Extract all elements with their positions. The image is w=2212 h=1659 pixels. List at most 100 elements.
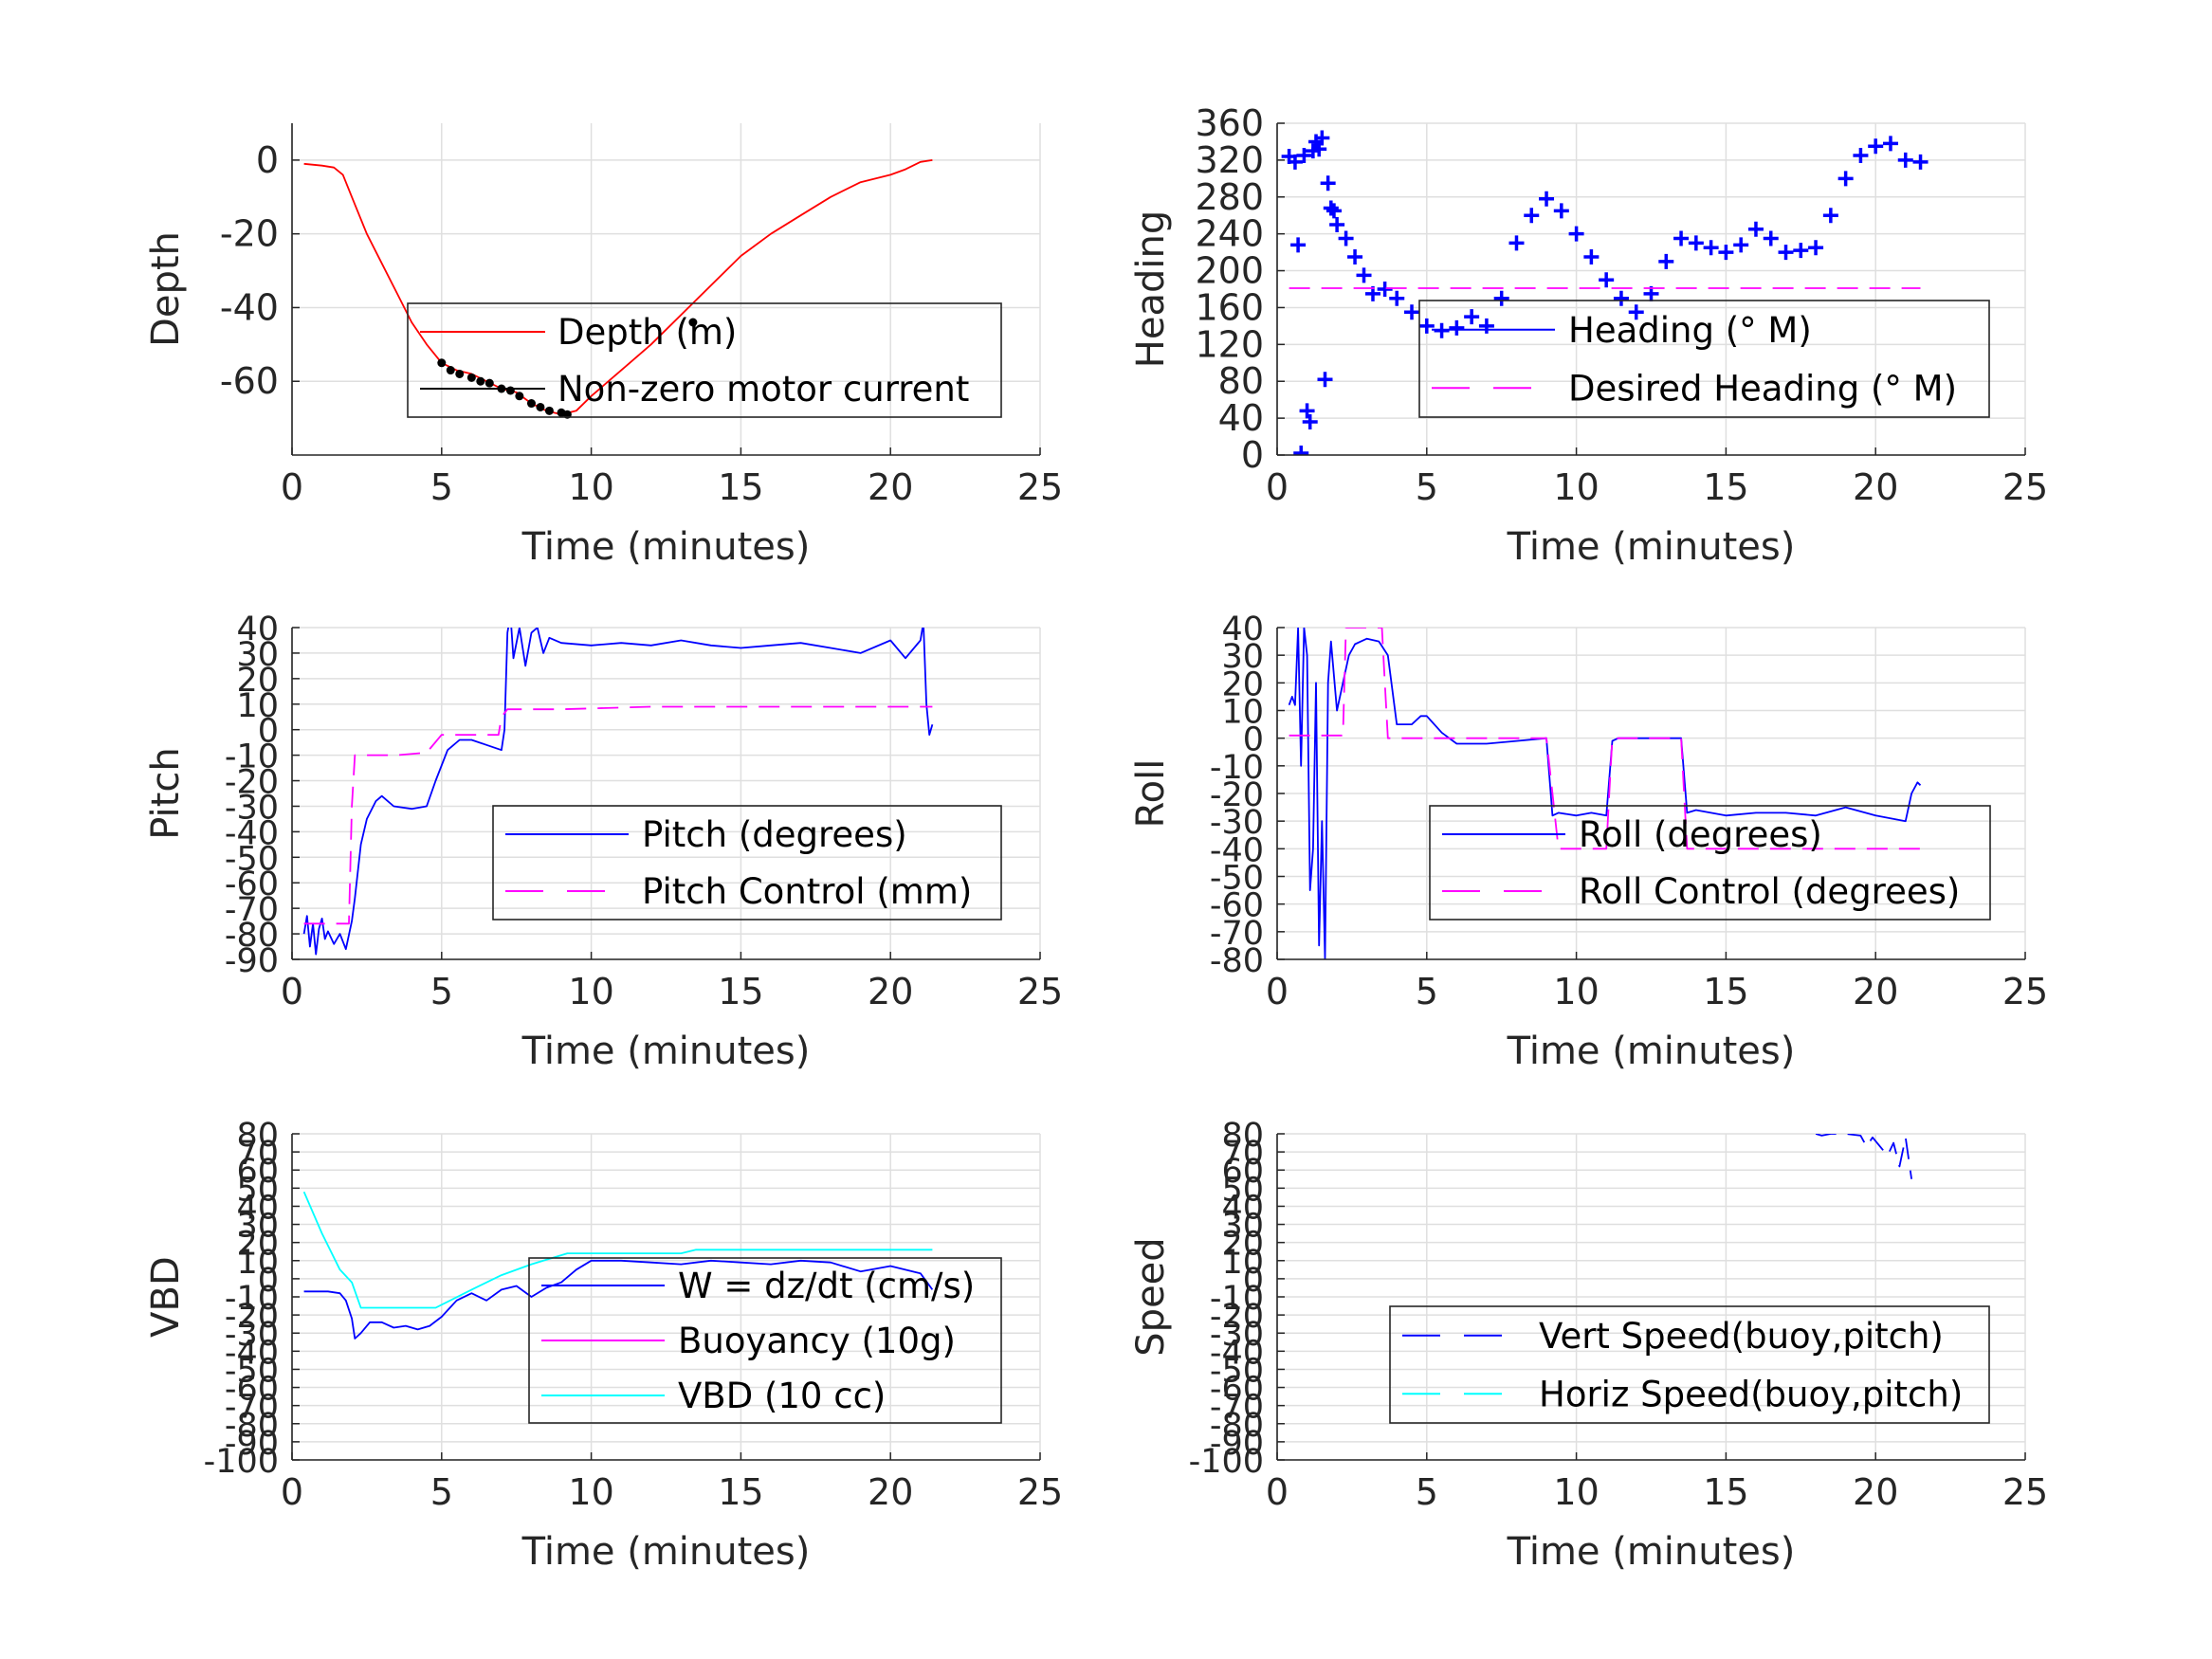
y-tick-label: 30 [236,636,279,674]
data-point [505,386,515,395]
y-tick-label: 30 [236,1208,279,1246]
data-point [1418,318,1435,334]
legend-label: Pitch (degrees) [642,814,907,855]
y-tick-label: 0 [258,713,279,751]
y-tick-label: -90 [1210,1425,1264,1463]
data-point [437,358,447,368]
data-point [1763,230,1779,246]
legend-box [1429,805,1991,921]
x-tick-label: 15 [718,971,763,1012]
data-point [1673,230,1690,246]
y-tick-label: -30 [225,1316,279,1354]
data-point [1508,235,1525,251]
y-tick-label: -90 [225,1425,279,1463]
y-tick-label: 40 [1221,1189,1264,1227]
y-tick-label: 320 [1195,139,1264,181]
data-point [1299,403,1315,419]
data-point [1325,203,1342,219]
x-tick-label: 5 [430,1471,453,1513]
data-point [1897,152,1913,168]
y-tick-label: -10 [225,1280,279,1318]
y-tick-label: 40 [1221,611,1264,648]
data-point [1837,171,1854,187]
x-tick-label: 25 [2002,1471,2048,1513]
legend-label: Heading (° M) [1568,310,1812,351]
legend-box [1418,300,1990,418]
data-point [1868,138,1884,155]
data-point [1464,309,1480,325]
series-line [303,705,933,925]
y-tick-label: -10 [1210,749,1264,787]
legend: Roll (degrees) Roll Control (degrees) [1429,805,1991,921]
x-tick-label: 0 [281,1471,303,1513]
subplot-3: 0 5 10 15 20 25403020100-10-20-30-40-50-60-70… [144,611,1063,1073]
data-layer [302,628,934,956]
data-point [1539,191,1555,207]
y-tick-label: -30 [1210,804,1264,842]
data-point [1568,226,1584,242]
y-tick-label: 0 [1243,1262,1264,1300]
y-tick-label: -20 [1210,1298,1264,1336]
data-point [1912,154,1929,170]
data-point [1317,372,1333,388]
x-tick-label: 20 [1853,971,1898,1012]
x-tick-label: 25 [1017,1471,1063,1513]
y-tick-label: -40 [220,286,279,328]
data-point [455,369,465,378]
data-point [1314,130,1330,146]
data-point [526,399,536,409]
x-tick-label: 0 [1266,466,1289,508]
data-point [1882,136,1898,152]
series-line [1288,628,1922,959]
data-point [1323,200,1339,216]
y-tick-label: 20 [236,662,279,700]
y-tick-label: -50 [1210,1352,1264,1390]
series-line [1289,628,1921,850]
y-tick-label: 60 [1221,1153,1264,1191]
x-tick-label: 20 [868,971,913,1012]
data-layer [302,1191,934,1340]
legend-label: Roll Control (degrees) [1579,871,1960,912]
legend-label: Pitch Control (mm) [642,871,972,912]
series-line [303,1259,934,1340]
y-tick-label: 0 [258,1262,279,1300]
y-tick-label: -80 [225,1407,279,1445]
subplot-6: 0 5 10 15 20 2580706050403020100-10-20-30-40-… [1129,1117,2048,1574]
x-tick-label: 10 [568,971,613,1012]
y-tick-label: -40 [1210,831,1264,869]
x-tick-label: 0 [281,466,303,508]
x-tick-label: 15 [1703,466,1748,508]
x-tick-label: 10 [1553,971,1599,1012]
x-tick-label: 15 [718,1471,763,1513]
data-point [1311,141,1327,157]
legend-label: Buoyancy (10g) [678,1321,956,1361]
y-tick-label: -20 [225,1298,279,1336]
data-point [1347,248,1363,264]
y-tick-label: -80 [1210,942,1264,980]
y-tick-label: 70 [236,1135,279,1173]
y-tick-label: -100 [204,1443,279,1481]
data-point [1553,203,1569,219]
data-point [1747,221,1764,237]
data-point [1302,414,1318,429]
legend-box [528,1257,1002,1424]
data-point [1822,208,1838,224]
y-tick-label: 20 [1221,1226,1264,1264]
x-tick-label: 10 [568,466,613,508]
x-tick-label: 20 [868,466,913,508]
x-tick-label: 25 [2002,971,2048,1012]
y-tick-label: 360 [1195,102,1264,144]
data-point [688,318,698,327]
y-tick-label: 0 [256,139,279,181]
data-point [1478,318,1494,334]
legend-box [1389,1305,1990,1424]
x-tick-label: 0 [1266,1471,1289,1513]
y-tick-label: 80 [1218,360,1264,402]
x-tick-label: 0 [281,971,303,1012]
y-tick-label: 40 [1218,397,1264,439]
y-tick-label: 0 [1241,434,1264,476]
y-tick-label: 40 [236,1189,279,1227]
series-line [302,628,934,956]
x-tick-label: 25 [2002,466,2048,508]
subplot-1: 0 5 10 15 20 25 0 -20 -40 -60 Time (minutes) Depth [144,123,1063,569]
